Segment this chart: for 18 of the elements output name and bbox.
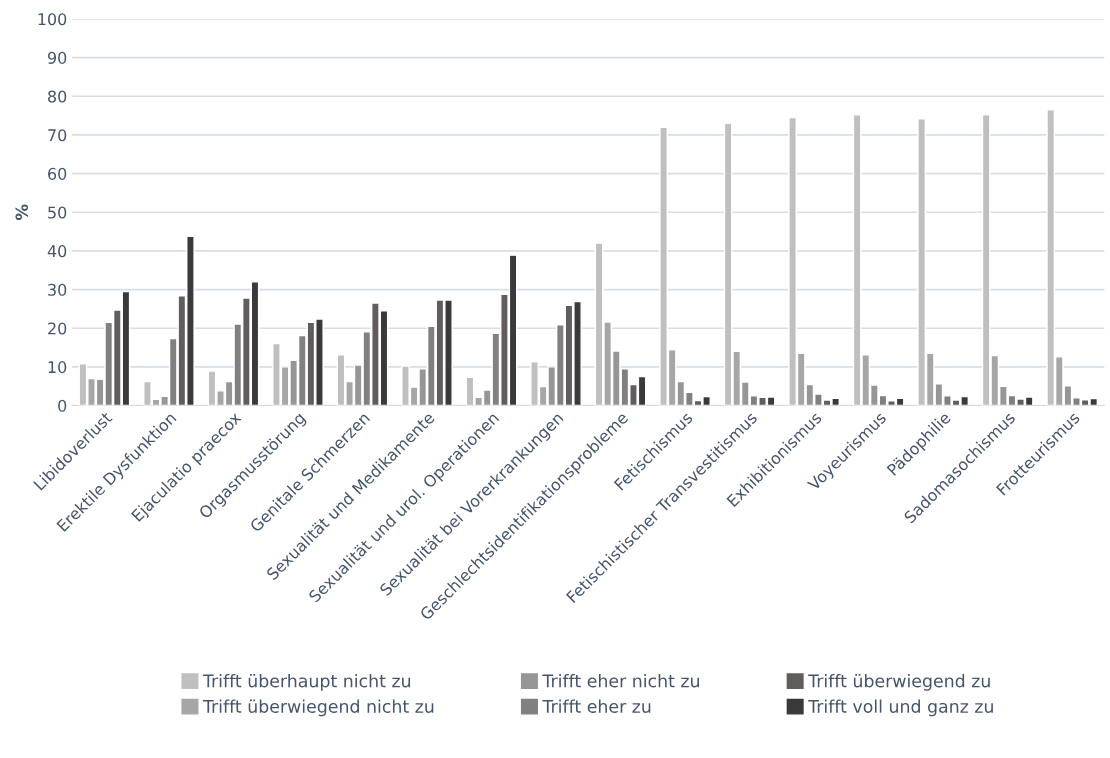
y-tick-label: 60 (48, 167, 67, 180)
y-tick-label: 30 (48, 283, 67, 296)
legend-label: Trifft eher nicht zu (542, 673, 699, 688)
y-tick-label: 100 (38, 13, 67, 26)
y-tick-label: 0 (58, 399, 67, 412)
legend-label: Trifft voll und ganz zu (808, 699, 993, 717)
y-tick-label: 10 (48, 361, 67, 374)
y-tick-label: 90 (47, 51, 67, 64)
y-axis-title: % (15, 204, 29, 221)
legend-label: Trifft überwiegend zu (808, 673, 990, 691)
y-tick-label: 40 (47, 245, 67, 258)
y-tick-label: 20 (48, 322, 67, 335)
legend-label: Trifft überwiegend nicht zu (202, 699, 434, 717)
y-tick-label: 70 (48, 129, 67, 142)
y-tick-label: 50 (48, 206, 67, 219)
legend-label: Trifft überhaupt nicht zu (202, 673, 410, 691)
y-tick-label: 80 (48, 90, 67, 103)
legend-label: Trifft eher zu (542, 699, 651, 713)
